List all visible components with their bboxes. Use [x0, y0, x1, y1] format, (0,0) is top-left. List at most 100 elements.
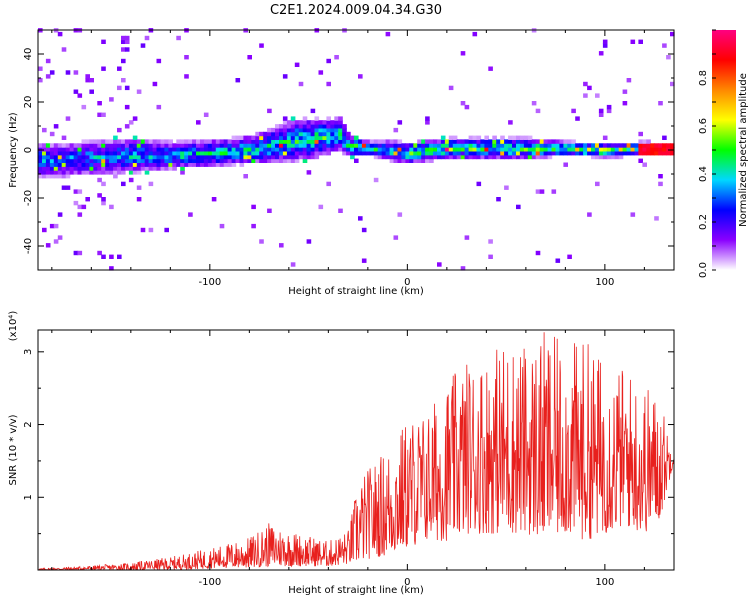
- spectrogram-cell: [472, 143, 478, 148]
- spectrogram-cell: [140, 227, 146, 233]
- spectrogram-cell: [81, 158, 87, 163]
- spectrogram-cell: [121, 143, 126, 148]
- spectrogram-cell: [523, 154, 529, 160]
- spectrogram-cell: [144, 151, 150, 156]
- spectrogram-cell: [476, 147, 482, 152]
- spectrogram-cell: [654, 143, 659, 148]
- spectrogram-cell: [464, 154, 470, 160]
- spectrogram-cell: [342, 139, 347, 144]
- spectrogram-cell: [164, 139, 169, 144]
- spectrogram-cell: [168, 139, 173, 144]
- spectrogram-cell: [239, 143, 245, 148]
- spectrogram-cell: [591, 154, 596, 160]
- spectrogram-cell: [251, 154, 256, 160]
- spectrogram-cell: [279, 154, 284, 160]
- spectrogram-cell: [326, 131, 331, 137]
- spectrogram-cell: [97, 250, 102, 256]
- spectrogram-cell: [38, 170, 43, 175]
- spectrogram-cell: [508, 151, 513, 156]
- spectrogram-cell: [282, 120, 288, 125]
- spectrogram-cell: [81, 104, 87, 110]
- colorbar-tick-label: 0.0: [698, 262, 709, 278]
- spectrogram-cell: [500, 151, 505, 156]
- spectrogram-cell: [144, 166, 150, 171]
- spectrogram-cell: [231, 158, 237, 163]
- spectrogram-cell: [42, 151, 47, 156]
- spectrogram-cell: [160, 166, 166, 171]
- spectrogram-cell: [109, 154, 114, 160]
- spectrogram-cell: [666, 147, 671, 152]
- spectrogram-cell: [484, 139, 489, 144]
- spectrogram-cell: [89, 158, 94, 163]
- spectrogram-cell: [45, 170, 51, 175]
- spectrogram-cell: [326, 147, 331, 152]
- spectrogram-cell: [61, 47, 67, 52]
- spectrogram-cell: [618, 143, 624, 148]
- spectrogram-cell: [117, 166, 122, 171]
- spectrogram-cell: [579, 151, 584, 156]
- spectrogram-cell: [583, 93, 588, 98]
- spectrogram-cell: [405, 154, 410, 160]
- spectrogram-cell: [417, 154, 422, 160]
- spectrogram-cell: [267, 151, 272, 156]
- spectrogram-cell: [306, 239, 312, 244]
- spectrogram-y-axis-label: Frequency (Hz): [8, 112, 19, 188]
- spectrogram-cell: [105, 166, 110, 171]
- spectrogram-cell: [128, 177, 134, 183]
- spectrogram-cell: [49, 131, 55, 137]
- spectrogram-cell: [136, 154, 142, 160]
- spectrogram-cell: [109, 166, 114, 171]
- spectrogram-cell: [65, 166, 71, 171]
- spectrogram-cell: [385, 154, 391, 160]
- spectrogram-cell: [302, 143, 308, 148]
- spectrogram-cell: [168, 162, 173, 167]
- spectrogram-cell: [45, 166, 51, 171]
- spectrogram-cell: [393, 147, 399, 152]
- spectrogram-cell: [658, 174, 663, 179]
- spectrogram-cell: [409, 154, 414, 160]
- spectrogram-cell: [255, 151, 260, 156]
- spectrogram-cell: [310, 127, 316, 133]
- spectrogram-cell: [180, 147, 185, 152]
- spectrogram-cell: [516, 143, 521, 148]
- spectrogram-cell: [488, 66, 493, 71]
- spectrogram-cell: [97, 139, 102, 144]
- spectrogram-cell: [279, 143, 284, 148]
- spectrogram-cell: [606, 154, 612, 160]
- spectrogram-cell: [152, 139, 158, 144]
- spectrogram-cell: [425, 139, 430, 144]
- spectrogram-cell: [464, 151, 470, 156]
- spectrogram-cell: [547, 143, 553, 148]
- spectrogram-cell: [543, 139, 549, 144]
- spectrogram-cell: [89, 139, 94, 144]
- spectrogram-cell: [587, 85, 592, 91]
- spectrogram-cell: [563, 151, 568, 156]
- spectrogram-cell: [535, 189, 541, 194]
- spectrogram-cell: [448, 147, 454, 152]
- spectrogram-cell: [496, 147, 501, 152]
- spectrogram-cell: [302, 124, 308, 129]
- spectrogram-cell: [109, 139, 114, 144]
- spectrogram-cell: [444, 147, 450, 152]
- spectrogram-cell: [286, 139, 292, 144]
- spectrogram-cell: [318, 131, 324, 137]
- spectrogram-cell: [551, 143, 557, 148]
- spectrogram-cell: [535, 147, 541, 152]
- spectrogram-cell: [500, 139, 505, 144]
- spectrogram-cell: [81, 143, 87, 148]
- spectrogram-cell: [365, 147, 371, 152]
- spectrogram-cell: [535, 108, 541, 114]
- spectrogram-cell: [373, 177, 379, 183]
- spectrogram-cell: [519, 135, 525, 140]
- spectrogram-cell: [334, 139, 339, 144]
- spectrogram-cell: [73, 147, 79, 152]
- spectrogram-cell: [73, 158, 79, 163]
- spectrogram-cell: [180, 158, 185, 163]
- spectrogram-cell: [271, 158, 276, 163]
- spectrogram-cell: [279, 139, 284, 144]
- spectrogram-cell: [207, 158, 213, 163]
- spectrogram-cell: [53, 147, 59, 152]
- spectrogram-cell: [101, 162, 106, 167]
- spectrogram-cell: [251, 135, 256, 140]
- spectrogram-cell: [65, 162, 71, 167]
